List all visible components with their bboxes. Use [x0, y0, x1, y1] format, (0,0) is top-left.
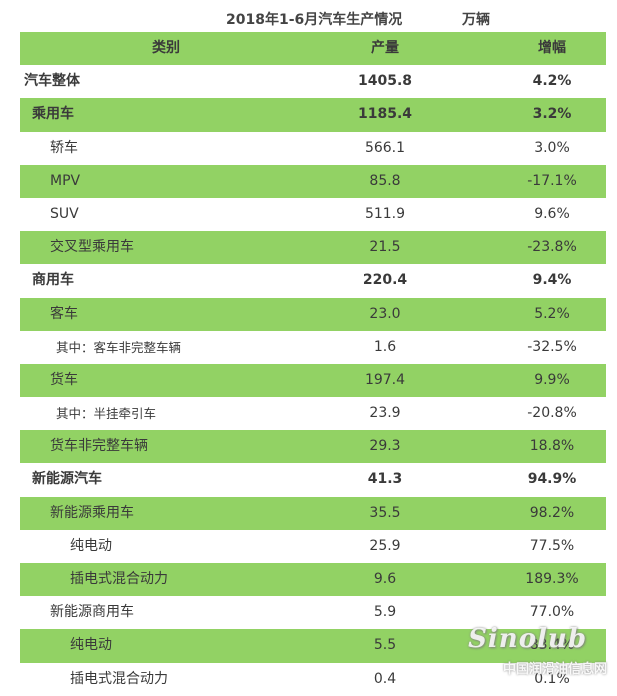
row-output: 1405.8	[357, 73, 413, 90]
table-row: 其中：半挂牵引车 23.9 -20.8%	[20, 397, 606, 430]
row-label: 新能源商用车	[50, 604, 134, 621]
row-output: 511.9	[364, 205, 406, 222]
row-output: 23.9	[369, 405, 401, 422]
table-header: 类别 产量 增幅	[20, 32, 606, 66]
row-growth: 94.9%	[527, 471, 577, 488]
row-growth: 3.0%	[534, 139, 570, 156]
row-label: 插电式混合动力	[70, 670, 168, 687]
row-growth: 189.3%	[525, 571, 579, 587]
row-label: 货车非完整车辆	[50, 438, 148, 455]
row-label: 其中：半挂牵引车	[56, 406, 157, 422]
row-growth: 5.2%	[534, 305, 570, 322]
row-growth: -23.8%	[527, 239, 577, 256]
table-row: 纯电动 25.9 77.5%	[20, 530, 606, 563]
row-growth: 9.6%	[534, 205, 570, 222]
row-output: 23.0	[369, 305, 401, 322]
row-growth: -32.5%	[527, 338, 577, 355]
row-output: 5.9	[373, 604, 397, 621]
table-row: 新能源汽车 41.3 94.9%	[20, 463, 606, 496]
table-row: 乘用车 1185.4 3.2%	[20, 98, 606, 132]
row-output: 220.4	[362, 272, 408, 289]
header-category: 类别	[152, 40, 180, 56]
table-row: 轿车 566.1 3.0%	[20, 132, 606, 165]
row-label: MPV	[50, 172, 81, 189]
row-growth: 77.5%	[529, 537, 575, 554]
row-label: 轿车	[50, 139, 78, 156]
row-output: 197.4	[364, 371, 406, 388]
table-row: 货车 197.4 9.9%	[20, 363, 606, 398]
production-table: 类别 产量 增幅 汽车整体 1405.8 4.2% 乘用车 1185.4 3.2…	[20, 32, 606, 696]
header-output: 产量	[371, 40, 399, 56]
title-text: 2018年1-6月汽车生产情况	[226, 12, 403, 28]
row-output: 1185.4	[357, 106, 413, 123]
row-output: 9.6	[373, 571, 397, 587]
row-label: 纯电动	[70, 537, 112, 554]
table-row: 客车 23.0 5.2%	[20, 297, 606, 331]
row-output: 85.8	[369, 172, 401, 189]
row-label: 纯电动	[70, 637, 112, 654]
row-growth: 3.2%	[532, 106, 572, 123]
table-row: 新能源商用车 5.9 77.0%	[20, 596, 606, 629]
table-row: 纯电动 5.5 83.4%	[20, 629, 606, 663]
table-title: 2018年1-6月汽车生产情况 万辆	[0, 9, 617, 29]
row-growth: 4.2%	[532, 73, 572, 90]
row-growth: 98.2%	[529, 504, 575, 521]
header-growth: 增幅	[538, 40, 566, 56]
row-output: 25.9	[369, 537, 401, 554]
row-output: 29.3	[369, 438, 401, 455]
table-row: SUV 511.9 9.6%	[20, 198, 606, 231]
row-growth: 77.0%	[529, 604, 575, 621]
table-row: 插电式混合动力 0.4 0.1%	[20, 663, 606, 696]
row-growth: 18.8%	[529, 438, 575, 455]
row-output: 566.1	[364, 139, 406, 156]
row-label: 其中：客车非完整车辆	[56, 339, 182, 355]
table-row: 交叉型乘用车 21.5 -23.8%	[20, 231, 606, 265]
row-label: 新能源乘用车	[50, 504, 134, 521]
table-row: 其中：客车非完整车辆 1.6 -32.5%	[20, 331, 606, 364]
row-output: 41.3	[367, 471, 403, 488]
table-row: 商用车 220.4 9.4%	[20, 264, 606, 297]
row-output: 5.5	[373, 637, 397, 654]
row-output: 35.5	[369, 504, 401, 521]
table-row: 插电式混合动力 9.6 189.3%	[20, 563, 606, 597]
row-growth: 9.4%	[532, 272, 572, 289]
row-growth: 0.1%	[534, 670, 570, 687]
table-row: MPV 85.8 -17.1%	[20, 164, 606, 198]
row-output: 0.4	[373, 670, 397, 687]
table-row: 汽车整体 1405.8 4.2%	[20, 65, 606, 98]
unit-text: 万辆	[462, 12, 490, 28]
row-label: 乘用车	[32, 106, 74, 123]
row-label: 插电式混合动力	[70, 571, 168, 587]
table-row: 新能源乘用车 35.5 98.2%	[20, 496, 606, 530]
row-label: SUV	[50, 205, 79, 222]
row-growth: -17.1%	[527, 172, 577, 189]
row-growth: -20.8%	[527, 405, 577, 422]
row-label: 汽车整体	[24, 73, 80, 90]
row-label: 商用车	[32, 272, 74, 289]
row-label: 交叉型乘用车	[50, 239, 134, 256]
row-label: 客车	[50, 305, 78, 322]
row-output: 1.6	[373, 338, 397, 355]
row-output: 21.5	[369, 239, 401, 256]
row-label: 新能源汽车	[32, 471, 102, 488]
table-row: 货车非完整车辆 29.3 18.8%	[20, 430, 606, 464]
row-growth: 83.4%	[529, 637, 575, 654]
row-growth: 9.9%	[534, 371, 570, 388]
row-label: 货车	[50, 371, 78, 388]
